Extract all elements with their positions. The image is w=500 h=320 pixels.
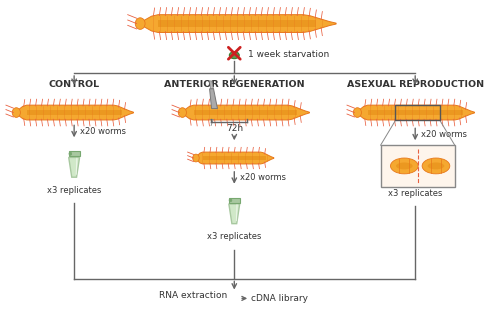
- Text: 7: 7: [208, 119, 214, 128]
- Polygon shape: [181, 105, 310, 120]
- Polygon shape: [229, 198, 239, 203]
- Text: cDNA library: cDNA library: [251, 294, 308, 303]
- Text: x20 worms: x20 worms: [240, 173, 286, 182]
- Polygon shape: [410, 160, 420, 180]
- Polygon shape: [26, 110, 122, 115]
- Ellipse shape: [422, 158, 450, 174]
- Polygon shape: [202, 156, 266, 160]
- Polygon shape: [158, 20, 316, 27]
- Ellipse shape: [136, 18, 145, 29]
- Text: x3 replicates: x3 replicates: [388, 189, 442, 198]
- Ellipse shape: [229, 199, 232, 202]
- Polygon shape: [68, 157, 80, 177]
- Ellipse shape: [192, 154, 199, 162]
- Text: 72h: 72h: [226, 124, 243, 133]
- Ellipse shape: [354, 108, 362, 117]
- Text: 1 week starvation: 1 week starvation: [248, 50, 330, 59]
- Polygon shape: [210, 89, 218, 108]
- Text: CONTROL: CONTROL: [48, 80, 100, 89]
- Polygon shape: [368, 110, 462, 115]
- Ellipse shape: [69, 152, 71, 155]
- Polygon shape: [229, 204, 239, 224]
- Ellipse shape: [396, 163, 412, 169]
- Ellipse shape: [428, 163, 444, 169]
- Polygon shape: [410, 154, 420, 159]
- Polygon shape: [138, 15, 336, 32]
- Text: x3 replicates: x3 replicates: [207, 232, 262, 241]
- Ellipse shape: [230, 52, 239, 59]
- Polygon shape: [356, 105, 474, 120]
- Polygon shape: [68, 151, 80, 156]
- Polygon shape: [210, 81, 214, 89]
- FancyBboxPatch shape: [380, 145, 454, 187]
- Ellipse shape: [410, 155, 413, 158]
- Text: x20 worms: x20 worms: [80, 127, 126, 136]
- Ellipse shape: [178, 108, 186, 117]
- Ellipse shape: [12, 108, 20, 117]
- Polygon shape: [194, 152, 274, 164]
- Text: RNA extraction: RNA extraction: [158, 292, 227, 300]
- Text: x20 worms: x20 worms: [421, 130, 467, 139]
- Text: ASEXUAL REPRODUCTION: ASEXUAL REPRODUCTION: [346, 80, 484, 89]
- Polygon shape: [194, 110, 296, 115]
- Polygon shape: [15, 105, 134, 120]
- Text: ANTERIOR REGENERATION: ANTERIOR REGENERATION: [164, 80, 304, 89]
- Text: x3 replicates: x3 replicates: [47, 186, 102, 195]
- Ellipse shape: [390, 158, 418, 174]
